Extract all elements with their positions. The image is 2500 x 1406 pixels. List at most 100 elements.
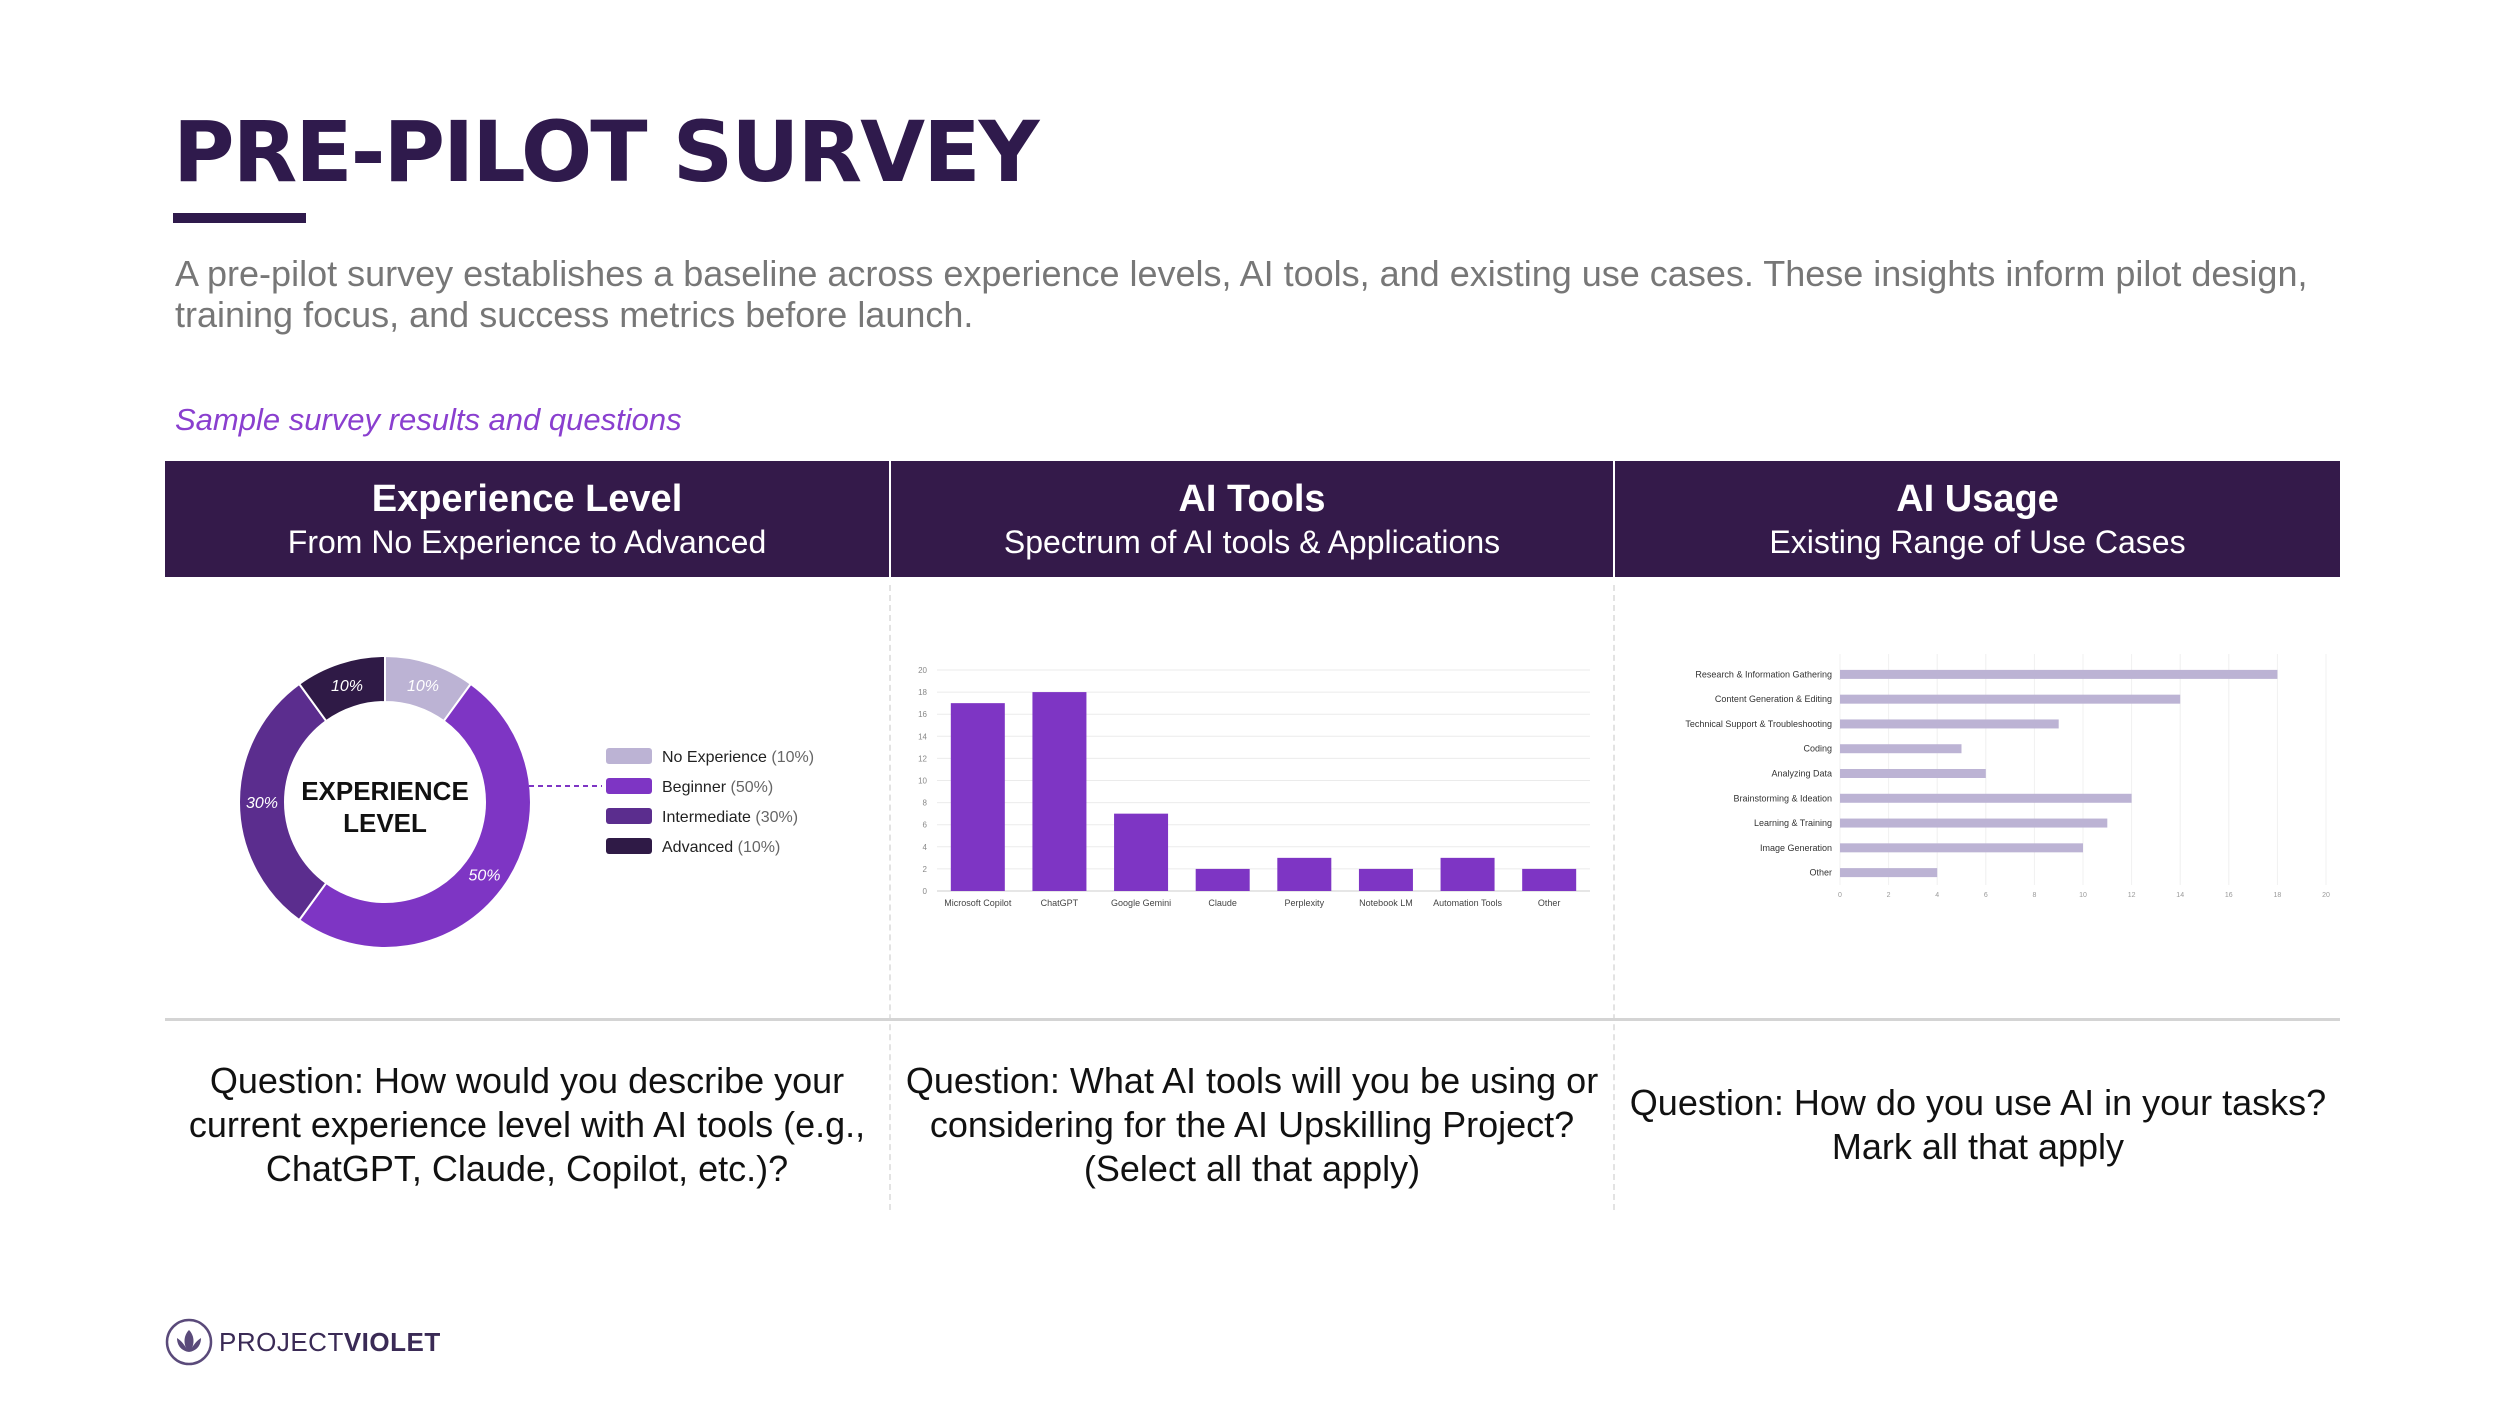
- x-tick-label: 0: [1838, 892, 1842, 899]
- y-tick-label: 20: [918, 666, 927, 675]
- donut-data-label: 10%: [407, 678, 439, 695]
- y-tick-label: 2: [923, 865, 928, 874]
- title-underline: [173, 213, 306, 223]
- y-tick-label: Brainstorming & Ideation: [1733, 793, 1832, 803]
- bar-microsoft-copilot: [950, 703, 1005, 891]
- x-tick-label: Automation Tools: [1433, 898, 1502, 908]
- header-title: AI Tools: [1178, 478, 1326, 520]
- y-tick-label: Learning & Training: [1754, 818, 1832, 828]
- donut-slice-advanced: [297, 654, 386, 723]
- header-subtitle: Existing Range of Use Cases: [1769, 524, 2186, 560]
- legend-label: No Experience: [662, 749, 771, 766]
- legend-entry: No Experience (10%): [662, 749, 814, 766]
- x-tick-label: Claude: [1208, 898, 1237, 908]
- legend-entry: Beginner (50%): [662, 779, 773, 796]
- column-divider: [889, 585, 891, 1210]
- legend-pct: (10%): [738, 839, 781, 856]
- intro-paragraph: A pre-pilot survey establishes a baselin…: [175, 253, 2308, 335]
- y-tick-label: 18: [918, 688, 927, 697]
- x-tick-label: ChatGPT: [1041, 898, 1079, 908]
- bar-brainstorming-ideation: [1840, 793, 2132, 803]
- y-tick-label: 4: [923, 843, 928, 852]
- legend-entry: Intermediate (30%): [662, 809, 798, 826]
- x-tick-label: 2: [1887, 892, 1891, 899]
- bar-analyzing-data: [1840, 769, 1986, 778]
- header-subtitle: Spectrum of AI tools & Applications: [1003, 524, 1501, 560]
- question-text: How do you use AI in your tasks? Mark al…: [1793, 1082, 2327, 1167]
- legend-label: Advanced: [662, 839, 738, 856]
- page-title: PRE-PILOT SURVEY: [173, 103, 1039, 201]
- header-title: AI Usage: [1896, 478, 2059, 520]
- bar-other: [1522, 868, 1577, 891]
- x-tick-label: Other: [1538, 898, 1561, 908]
- legend-entry: Advanced (10%): [662, 839, 780, 856]
- legend-pct: (50%): [731, 779, 774, 796]
- legend-pct: (30%): [755, 809, 798, 826]
- y-tick-label: Content Generation & Editing: [1715, 694, 1832, 704]
- section-label: Sample survey results and questions: [175, 402, 682, 437]
- legend-label: Beginner: [662, 779, 731, 796]
- bar-google-gemini: [1114, 813, 1169, 891]
- y-tick-label: Other: [1809, 868, 1832, 878]
- y-tick-label: 10: [918, 777, 927, 786]
- y-tick-label: 8: [923, 799, 928, 808]
- donut-data-label: 30%: [246, 795, 278, 812]
- donut-slice-beginner: [297, 682, 532, 949]
- question-experience: Question: How would you describe your cu…: [177, 1040, 877, 1210]
- x-tick-label: 16: [2225, 892, 2233, 899]
- column-divider: [1613, 585, 1615, 1210]
- bar-coding: [1840, 744, 1962, 754]
- brand-name: PROJECTVIOLET: [219, 1326, 441, 1357]
- header-subtitle: From No Experience to Advanced: [287, 524, 767, 560]
- bar-technical-support-troubleshooting: [1840, 719, 2059, 729]
- ai-usage-bar-chart: 0 2 4 6 8 10 12 14 16 18 20 Research & Information …: [1685, 654, 2330, 899]
- y-tick-label: Coding: [1803, 744, 1832, 754]
- y-tick-label: 6: [923, 821, 928, 830]
- bar-automation-tools: [1440, 857, 1495, 891]
- legend-swatch: [606, 748, 652, 764]
- donut-data-label: 50%: [468, 867, 500, 884]
- bar-learning-training: [1840, 818, 2108, 828]
- bar-perplexity: [1277, 857, 1332, 891]
- y-tick-label: 12: [918, 754, 927, 763]
- header-ai-tools: AI Tools Spectrum of AI tools & Applicat…: [891, 461, 1613, 577]
- footer-logo: PROJECTVIOLET: [165, 1318, 441, 1366]
- ai-tools-bar-chart: 0 2 4 6 8 10 12 14 16 18 20 Microsoft Copilot ChatGP…: [918, 666, 1590, 908]
- x-tick-label: 18: [2274, 892, 2282, 899]
- y-tick-label: Research & Information Gathering: [1695, 669, 1832, 679]
- x-tick-label: Microsoft Copilot: [944, 898, 1012, 908]
- bar-chatgpt: [1032, 692, 1087, 891]
- bar-claude: [1195, 868, 1250, 891]
- y-tick-label: 14: [918, 732, 927, 741]
- header-ai-usage: AI Usage Existing Range of Use Cases: [1615, 461, 2340, 577]
- question-text: How would you describe your current expe…: [188, 1060, 866, 1189]
- x-tick-label: 20: [2322, 892, 2330, 899]
- y-tick-label: Image Generation: [1760, 843, 1832, 853]
- x-tick-label: Perplexity: [1285, 898, 1325, 908]
- bar-content-generation-editing: [1840, 694, 2181, 704]
- question-label: Question:: [1629, 1082, 1784, 1123]
- y-tick-label: 16: [918, 710, 927, 719]
- question-label: Question:: [905, 1060, 1060, 1101]
- legend-swatch: [606, 838, 652, 854]
- x-tick-label: Google Gemini: [1111, 898, 1171, 908]
- x-tick-label: 8: [2032, 892, 2036, 899]
- legend-pct: (10%): [771, 749, 814, 766]
- x-tick-label: 14: [2176, 892, 2184, 899]
- question-label: Question:: [209, 1060, 364, 1101]
- section-divider: [165, 1018, 2340, 1021]
- legend-swatch: [606, 778, 652, 794]
- bar-notebook-lm: [1358, 868, 1413, 891]
- legend-swatch: [606, 808, 652, 824]
- question-ai-tools: Question: What AI tools will you be usin…: [902, 1040, 1602, 1210]
- donut-center-label: LEVEL: [343, 808, 427, 838]
- y-tick-label: Analyzing Data: [1771, 769, 1832, 779]
- donut-data-label: 10%: [331, 678, 363, 695]
- y-tick-label: Technical Support & Troubleshooting: [1685, 719, 1832, 729]
- bar-image-generation: [1840, 843, 2083, 853]
- x-tick-label: Notebook LM: [1359, 898, 1413, 908]
- header-title: Experience Level: [371, 478, 683, 520]
- donut-slice-intermediate: [238, 682, 328, 922]
- question-ai-usage: Question: How do you use AI in your task…: [1628, 1040, 2328, 1210]
